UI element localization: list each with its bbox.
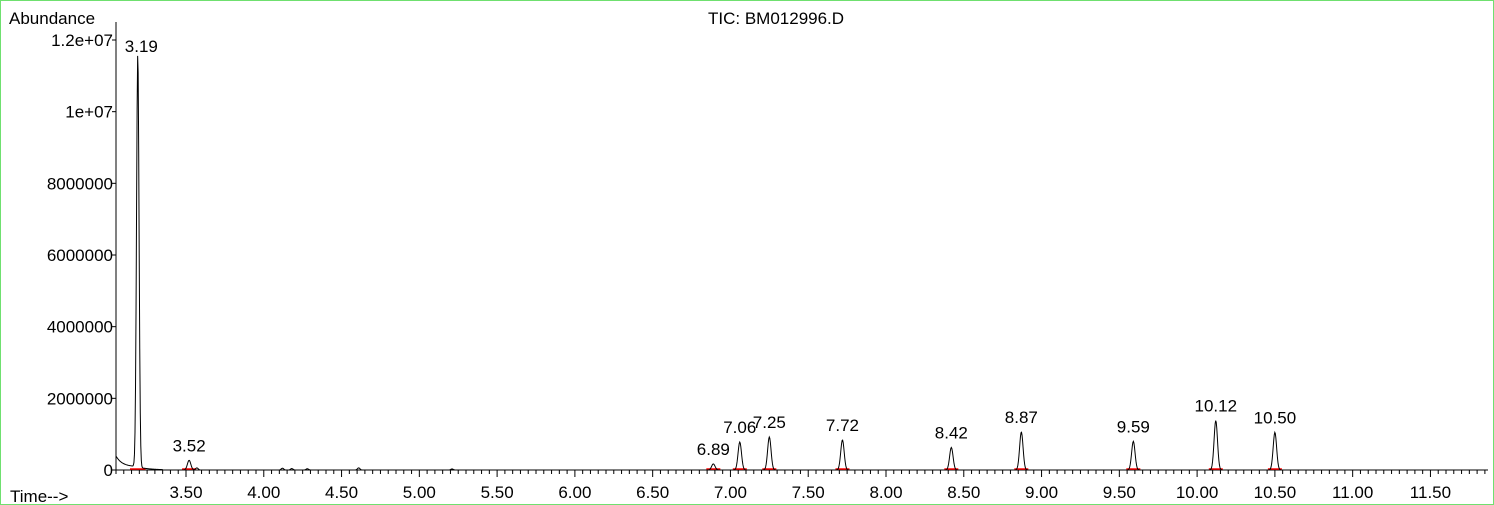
peak-label: 6.89 [697, 440, 730, 459]
tic-trace [115, 55, 1488, 471]
x-tick-label: 3.50 [169, 483, 202, 502]
y-tick-label: 4000000 [47, 318, 113, 337]
peak-label: 3.19 [125, 37, 158, 56]
x-tick-label: 5.50 [481, 483, 514, 502]
y-ticks: 0 2000000 4000000 6000000 8000000 1e+07 1.2e+0… [47, 31, 116, 480]
x-tick-label: 11.00 [1332, 483, 1373, 502]
x-tick-label: 4.00 [247, 483, 280, 502]
y-axis-label: Abundance [9, 9, 95, 28]
peak-label: 3.52 [173, 436, 206, 455]
y-tick-label: 2000000 [47, 389, 113, 408]
x-tick-label: 9.00 [1025, 483, 1058, 502]
x-tick-label: 10.50 [1254, 483, 1297, 502]
y-tick-label: 0 [104, 461, 113, 480]
y-tick-label: 1e+07 [65, 103, 113, 122]
peak-labels: 3.19 3.52 6.89 7.067.25 7.72 8.42 8.87 9.59 10.1… [125, 37, 1296, 459]
x-tick-label: 6.00 [558, 483, 591, 502]
x-axis-label: Time--> [10, 487, 68, 505]
y-tick-label: 6000000 [47, 246, 113, 265]
peak-label: 7.06 [723, 418, 756, 437]
x-tick-label: 10.00 [1176, 483, 1219, 502]
x-tick-label: 6.50 [636, 483, 669, 502]
peak-label: 7.25 [753, 413, 786, 432]
peak-label: 8.87 [1005, 408, 1038, 427]
x-tick-label: 8.00 [869, 483, 902, 502]
y-tick-label: 8000000 [47, 174, 113, 193]
peak-label: 10.12 [1195, 397, 1238, 416]
x-tick-label: 7.50 [792, 483, 825, 502]
peak-label: 9.59 [1117, 417, 1150, 436]
x-tick-label: 11.50 [1410, 483, 1451, 502]
chart-title: TIC: BM012996.D [708, 9, 844, 28]
peak-label: 8.42 [935, 423, 968, 442]
peak-label: 7.72 [826, 416, 859, 435]
peak-label: 10.50 [1254, 408, 1297, 427]
y-tick-label: 1.2e+07 [51, 31, 113, 50]
x-tick-label: 7.00 [714, 483, 747, 502]
x-tick-label: 8.50 [947, 483, 980, 502]
x-tick-label: 4.50 [325, 483, 358, 502]
x-ticks: 3.50 4.00 4.50 5.00 5.50 6.00 6.50 7.00 7.50 8.00… [115, 470, 1486, 502]
x-tick-label: 9.50 [1103, 483, 1136, 502]
x-tick-label: 5.00 [403, 483, 436, 502]
